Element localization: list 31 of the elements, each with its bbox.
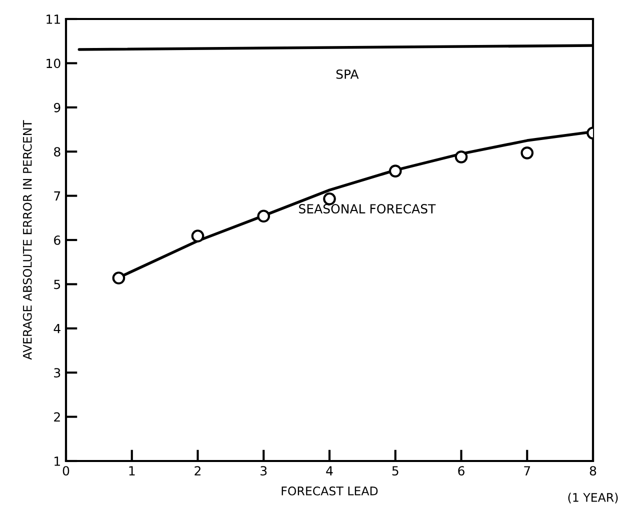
y-tick-label: 9 <box>54 102 60 112</box>
point <box>454 150 468 164</box>
y-tick-label: 5 <box>54 280 60 290</box>
x-tick-label: 1 <box>129 466 135 476</box>
series-label: SEASONAL FORECAST <box>299 204 436 214</box>
y-tick-label: 7 <box>54 191 60 201</box>
y-tick-label: 6 <box>54 235 60 245</box>
series-label: SPA <box>336 69 359 79</box>
y-axis-title: AVERAGE ABSOLUTE ERROR IN PERCENT <box>22 120 32 360</box>
x-tick-label: 7 <box>524 466 530 476</box>
x-tick-label: 5 <box>392 466 398 476</box>
y-tick-label: 4 <box>54 324 60 334</box>
point <box>112 272 126 284</box>
y-tick-label: 8 <box>54 147 60 157</box>
y-tick-label: 10 <box>46 58 60 68</box>
y-tick-label: 1 <box>54 456 60 466</box>
y-tick-label: 11 <box>46 14 60 24</box>
point <box>388 164 402 178</box>
x-axis-title: FORECAST LEAD <box>282 486 378 496</box>
point <box>520 146 534 160</box>
point <box>191 230 204 242</box>
point <box>257 210 270 223</box>
x-tick-label: 4 <box>326 466 333 476</box>
x-tick-label: 3 <box>260 466 267 476</box>
text: (1 YEAR) <box>568 492 618 504</box>
x-tick-label: 8 <box>590 466 596 476</box>
x-tick-label: 0 <box>62 466 70 476</box>
y-tick-label: 3 <box>54 368 60 378</box>
x-tick-label: 2 <box>194 466 200 476</box>
x-tick-label: 6 <box>458 466 464 476</box>
y-tick-label: 2 <box>54 412 60 422</box>
